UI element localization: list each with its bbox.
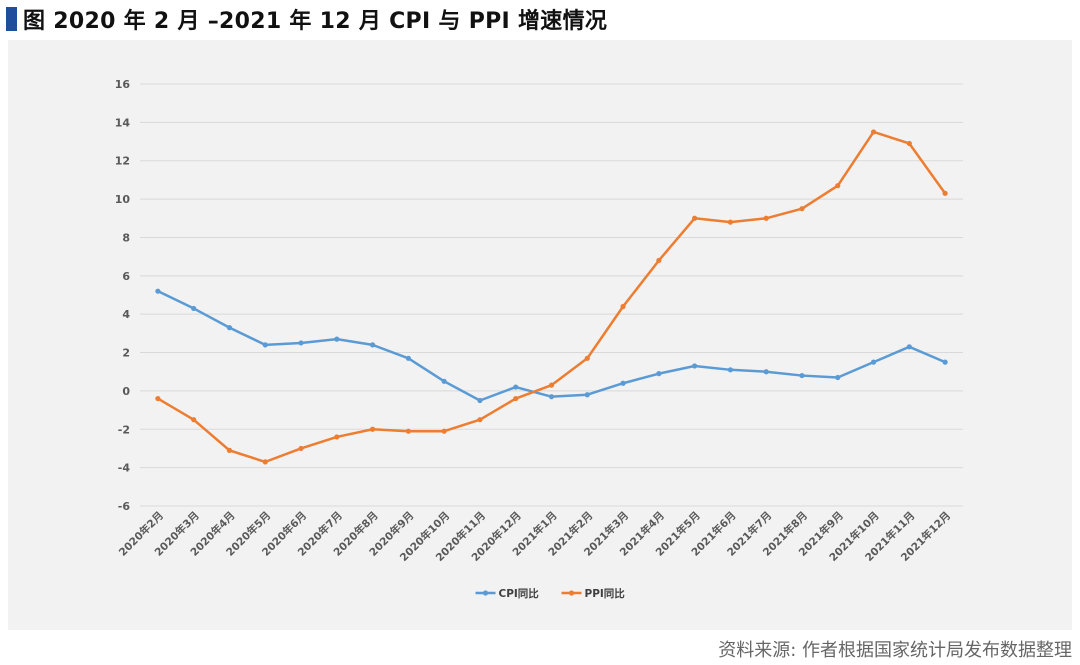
data-point-1-3 — [262, 459, 268, 465]
data-point-1-13 — [620, 303, 626, 310]
y-tick-label: 6 — [122, 270, 130, 283]
data-point-0-0 — [155, 288, 161, 294]
data-point-1-9 — [477, 417, 483, 423]
data-point-0-20 — [870, 359, 877, 365]
data-point-0-8 — [441, 378, 447, 384]
data-point-1-15 — [692, 215, 698, 221]
data-point-1-14 — [656, 257, 662, 264]
data-point-0-12 — [584, 392, 590, 398]
data-point-0-9 — [477, 397, 483, 404]
y-tick-label: -2 — [118, 423, 130, 436]
data-point-1-20 — [870, 129, 877, 135]
data-point-0-18 — [799, 372, 805, 379]
data-point-0-11 — [548, 394, 555, 400]
data-point-0-3 — [262, 342, 268, 348]
data-point-1-8 — [441, 428, 447, 434]
data-point-0-4 — [298, 340, 304, 346]
data-point-1-11 — [548, 382, 555, 388]
y-tick-label: 8 — [122, 231, 130, 244]
data-point-0-2 — [226, 325, 233, 331]
series-line-1 — [156, 130, 947, 464]
source-note: 资料来源: 作者根据国家统计局发布数据整理 — [718, 640, 1072, 661]
data-point-0-17 — [763, 369, 769, 375]
data-point-0-19 — [835, 374, 841, 381]
data-point-1-7 — [405, 428, 411, 434]
y-tick-label: 2 — [122, 347, 130, 360]
legend-marker — [482, 590, 489, 596]
y-tick-label: 16 — [115, 78, 131, 91]
data-point-1-10 — [513, 395, 519, 402]
figure-title: 图 2020 年 2 月 –2021 年 12 月 CPI 与 PPI 增速情况 — [6, 6, 608, 34]
data-point-1-19 — [835, 183, 841, 189]
data-point-1-6 — [369, 426, 376, 432]
data-point-1-2 — [226, 447, 233, 453]
figure-title-text: 图 2020 年 2 月 –2021 年 12 月 CPI 与 PPI 增速情况 — [23, 9, 608, 34]
legend-marker — [568, 590, 575, 596]
data-point-1-21 — [906, 140, 912, 147]
data-point-1-16 — [727, 219, 734, 225]
data-point-0-13 — [620, 380, 626, 386]
data-point-0-6 — [369, 342, 376, 348]
data-point-1-22 — [942, 190, 948, 196]
y-tick-label: 12 — [115, 155, 130, 168]
data-point-1-18 — [799, 206, 805, 212]
data-point-1-12 — [584, 355, 590, 361]
chart-panel: -6 -4 -2 0 2 4 6 8 10 12 14 16 2020年2月 2020年3月 2020年4月… — [8, 40, 1072, 630]
data-point-0-22 — [942, 359, 948, 365]
data-point-0-16 — [727, 367, 734, 373]
y-tick-label: -4 — [118, 462, 131, 475]
y-tick-label: 10 — [115, 193, 131, 206]
y-tick-label: 4 — [122, 308, 130, 321]
data-point-1-5 — [334, 434, 340, 440]
data-point-1-4 — [298, 445, 304, 452]
legend-label: CPI同比 — [499, 587, 540, 600]
data-point-0-21 — [906, 344, 912, 350]
y-tick-label: -6 — [118, 500, 131, 513]
data-point-0-7 — [405, 355, 411, 361]
title-accent-bar — [6, 7, 17, 31]
data-point-0-1 — [191, 305, 197, 312]
y-tick-label: 14 — [115, 116, 131, 129]
data-point-1-17 — [763, 215, 769, 221]
data-point-0-10 — [513, 384, 519, 390]
line-chart: -6-4-202468101214162020年2月2020年3月2020年4月… — [115, 78, 963, 600]
data-point-0-14 — [656, 371, 662, 377]
legend-label: PPI同比 — [585, 587, 626, 600]
data-point-1-0 — [155, 395, 161, 402]
data-point-0-15 — [692, 363, 698, 369]
data-point-1-1 — [191, 417, 197, 423]
data-point-0-5 — [334, 336, 340, 342]
y-tick-label: 0 — [122, 385, 130, 398]
